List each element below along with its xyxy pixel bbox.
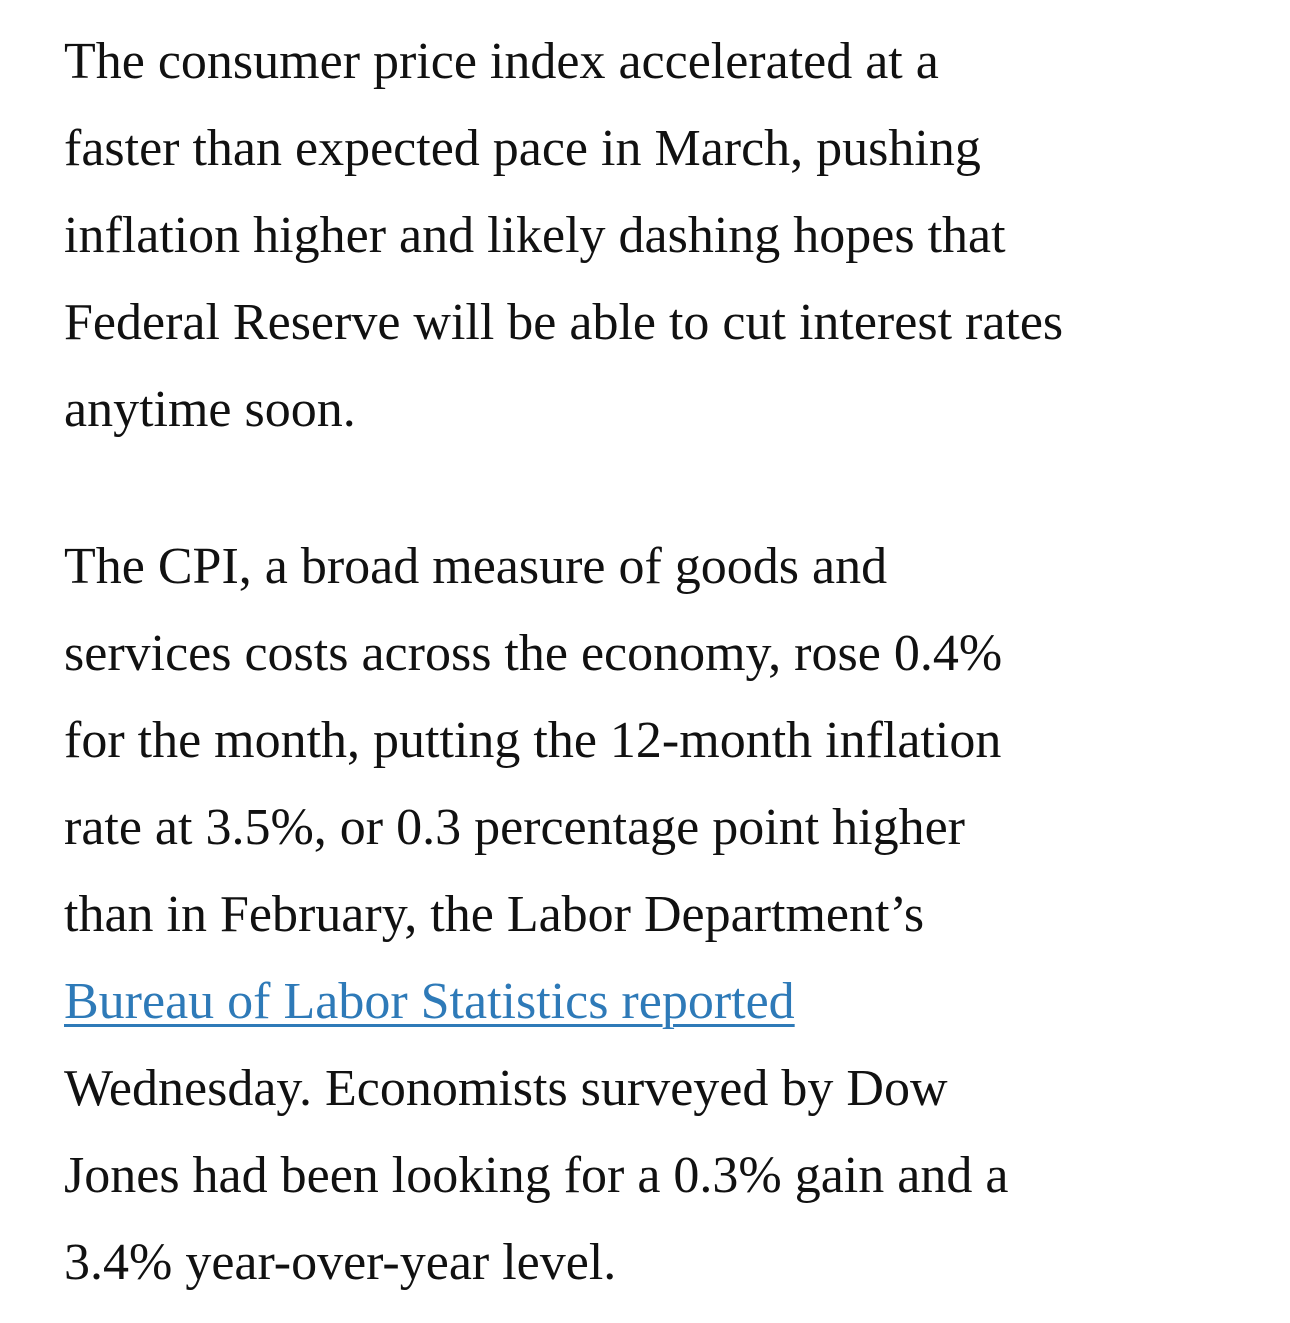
text-line: services costs across the economy, rose … <box>64 625 1003 682</box>
text-line: Federal Reserve will be able to cut inte… <box>64 294 1064 351</box>
text-line: inflation higher and likely dashing hope… <box>64 207 1006 264</box>
article-body: The consumer price index accelerated at … <box>64 18 1244 1306</box>
text-line: The consumer price index accelerated at … <box>64 33 939 90</box>
text-line: for the month, putting the 12-month infl… <box>64 712 1002 769</box>
text-line: than in February, the Labor Department’s <box>64 886 925 943</box>
text-line: 3.4% year-over-year level. <box>64 1234 617 1291</box>
text-line: faster than expected pace in March, push… <box>64 120 981 177</box>
bls-report-link[interactable]: Bureau of Labor Statistics reported <box>64 973 795 1030</box>
paragraph-2: The CPI, a broad measure of goods and se… <box>64 523 1244 1306</box>
text-line: rate at 3.5%, or 0.3 percentage point hi… <box>64 799 965 856</box>
text-line: anytime soon. <box>64 381 356 438</box>
text-line: Wednesday. Economists surveyed by Dow <box>64 1060 948 1117</box>
text-line: Jones had been looking for a 0.3% gain a… <box>64 1147 1009 1204</box>
link-line: Bureau of Labor Statistics reported <box>64 958 1244 1045</box>
text-line: The CPI, a broad measure of goods and <box>64 538 888 595</box>
paragraph-1: The consumer price index accelerated at … <box>64 18 1244 453</box>
